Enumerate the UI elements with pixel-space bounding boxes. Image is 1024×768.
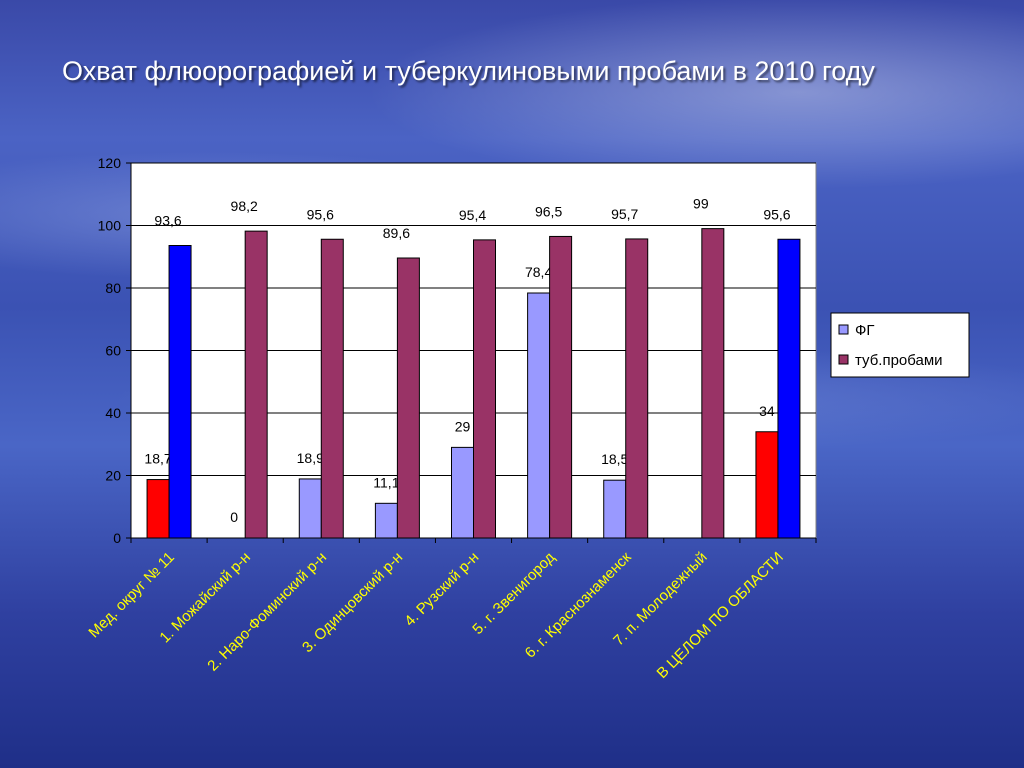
y-tick-label: 60: [105, 343, 121, 359]
bar-fg: [755, 431, 779, 539]
data-label-fg: 34: [759, 403, 775, 419]
data-label-fg: 0: [230, 509, 238, 525]
bar-tub: [473, 239, 496, 539]
data-label-tub: 95,7: [611, 206, 638, 222]
bar-tub: [777, 238, 801, 539]
data-label-fg: 29: [455, 418, 471, 434]
data-label-fg: 18,7: [144, 451, 171, 467]
category-label: 5. г. Звенигород: [469, 549, 558, 638]
data-label-fg: 11,1: [373, 474, 399, 490]
data-label-tub: 95,6: [763, 206, 790, 222]
legend-label-fg: ФГ: [855, 322, 875, 339]
bar-fg: [603, 479, 627, 539]
category-label: 4. Рузский р-н: [401, 549, 482, 630]
y-tick-label: 20: [105, 468, 121, 484]
data-label-tub: 89,6: [383, 225, 410, 241]
y-tick-label: 0: [113, 530, 121, 546]
bar-tub: [625, 238, 649, 539]
data-label-tub: 99: [693, 196, 709, 212]
bar-tub: [168, 245, 192, 539]
bar-tub: [244, 230, 268, 539]
legend-swatch-tub: [838, 354, 849, 365]
bar-tub: [396, 257, 420, 539]
data-label-fg: 78,4: [525, 264, 552, 280]
bar-tub: [549, 235, 573, 539]
data-label-tub: 96,5: [535, 203, 562, 219]
category-label: В ЦЕЛОМ ПО ОБЛАСТИ: [654, 549, 787, 682]
bar-tub: [320, 238, 344, 539]
data-label-fg: 18,9: [297, 450, 324, 466]
y-tick-label: 80: [105, 280, 121, 296]
data-label-tub: 93,6: [154, 213, 181, 229]
legend-box: [830, 312, 970, 378]
bar-fg: [527, 292, 551, 539]
y-tick-label: 40: [105, 405, 121, 421]
bar-fg: [451, 446, 474, 539]
bar-fg: [146, 479, 170, 539]
bar-fg: [298, 478, 322, 539]
y-tick-label: 100: [98, 218, 122, 234]
slide-title: Охват флюорографией и туберкулиновыми пр…: [62, 56, 875, 86]
legend: ФГ туб.пробами: [830, 312, 970, 378]
bar-fg: [374, 502, 398, 539]
data-label-fg: 18,5: [601, 451, 628, 467]
y-tick-label: 120: [98, 155, 122, 171]
bar-tub: [701, 228, 725, 539]
data-label-tub: 95,6: [307, 206, 334, 222]
legend-label-tub: туб.пробами: [855, 352, 943, 369]
data-label-tub: 95,4: [459, 207, 486, 223]
data-label-tub: 98,2: [231, 198, 258, 214]
legend-swatch-fg: [838, 324, 849, 335]
